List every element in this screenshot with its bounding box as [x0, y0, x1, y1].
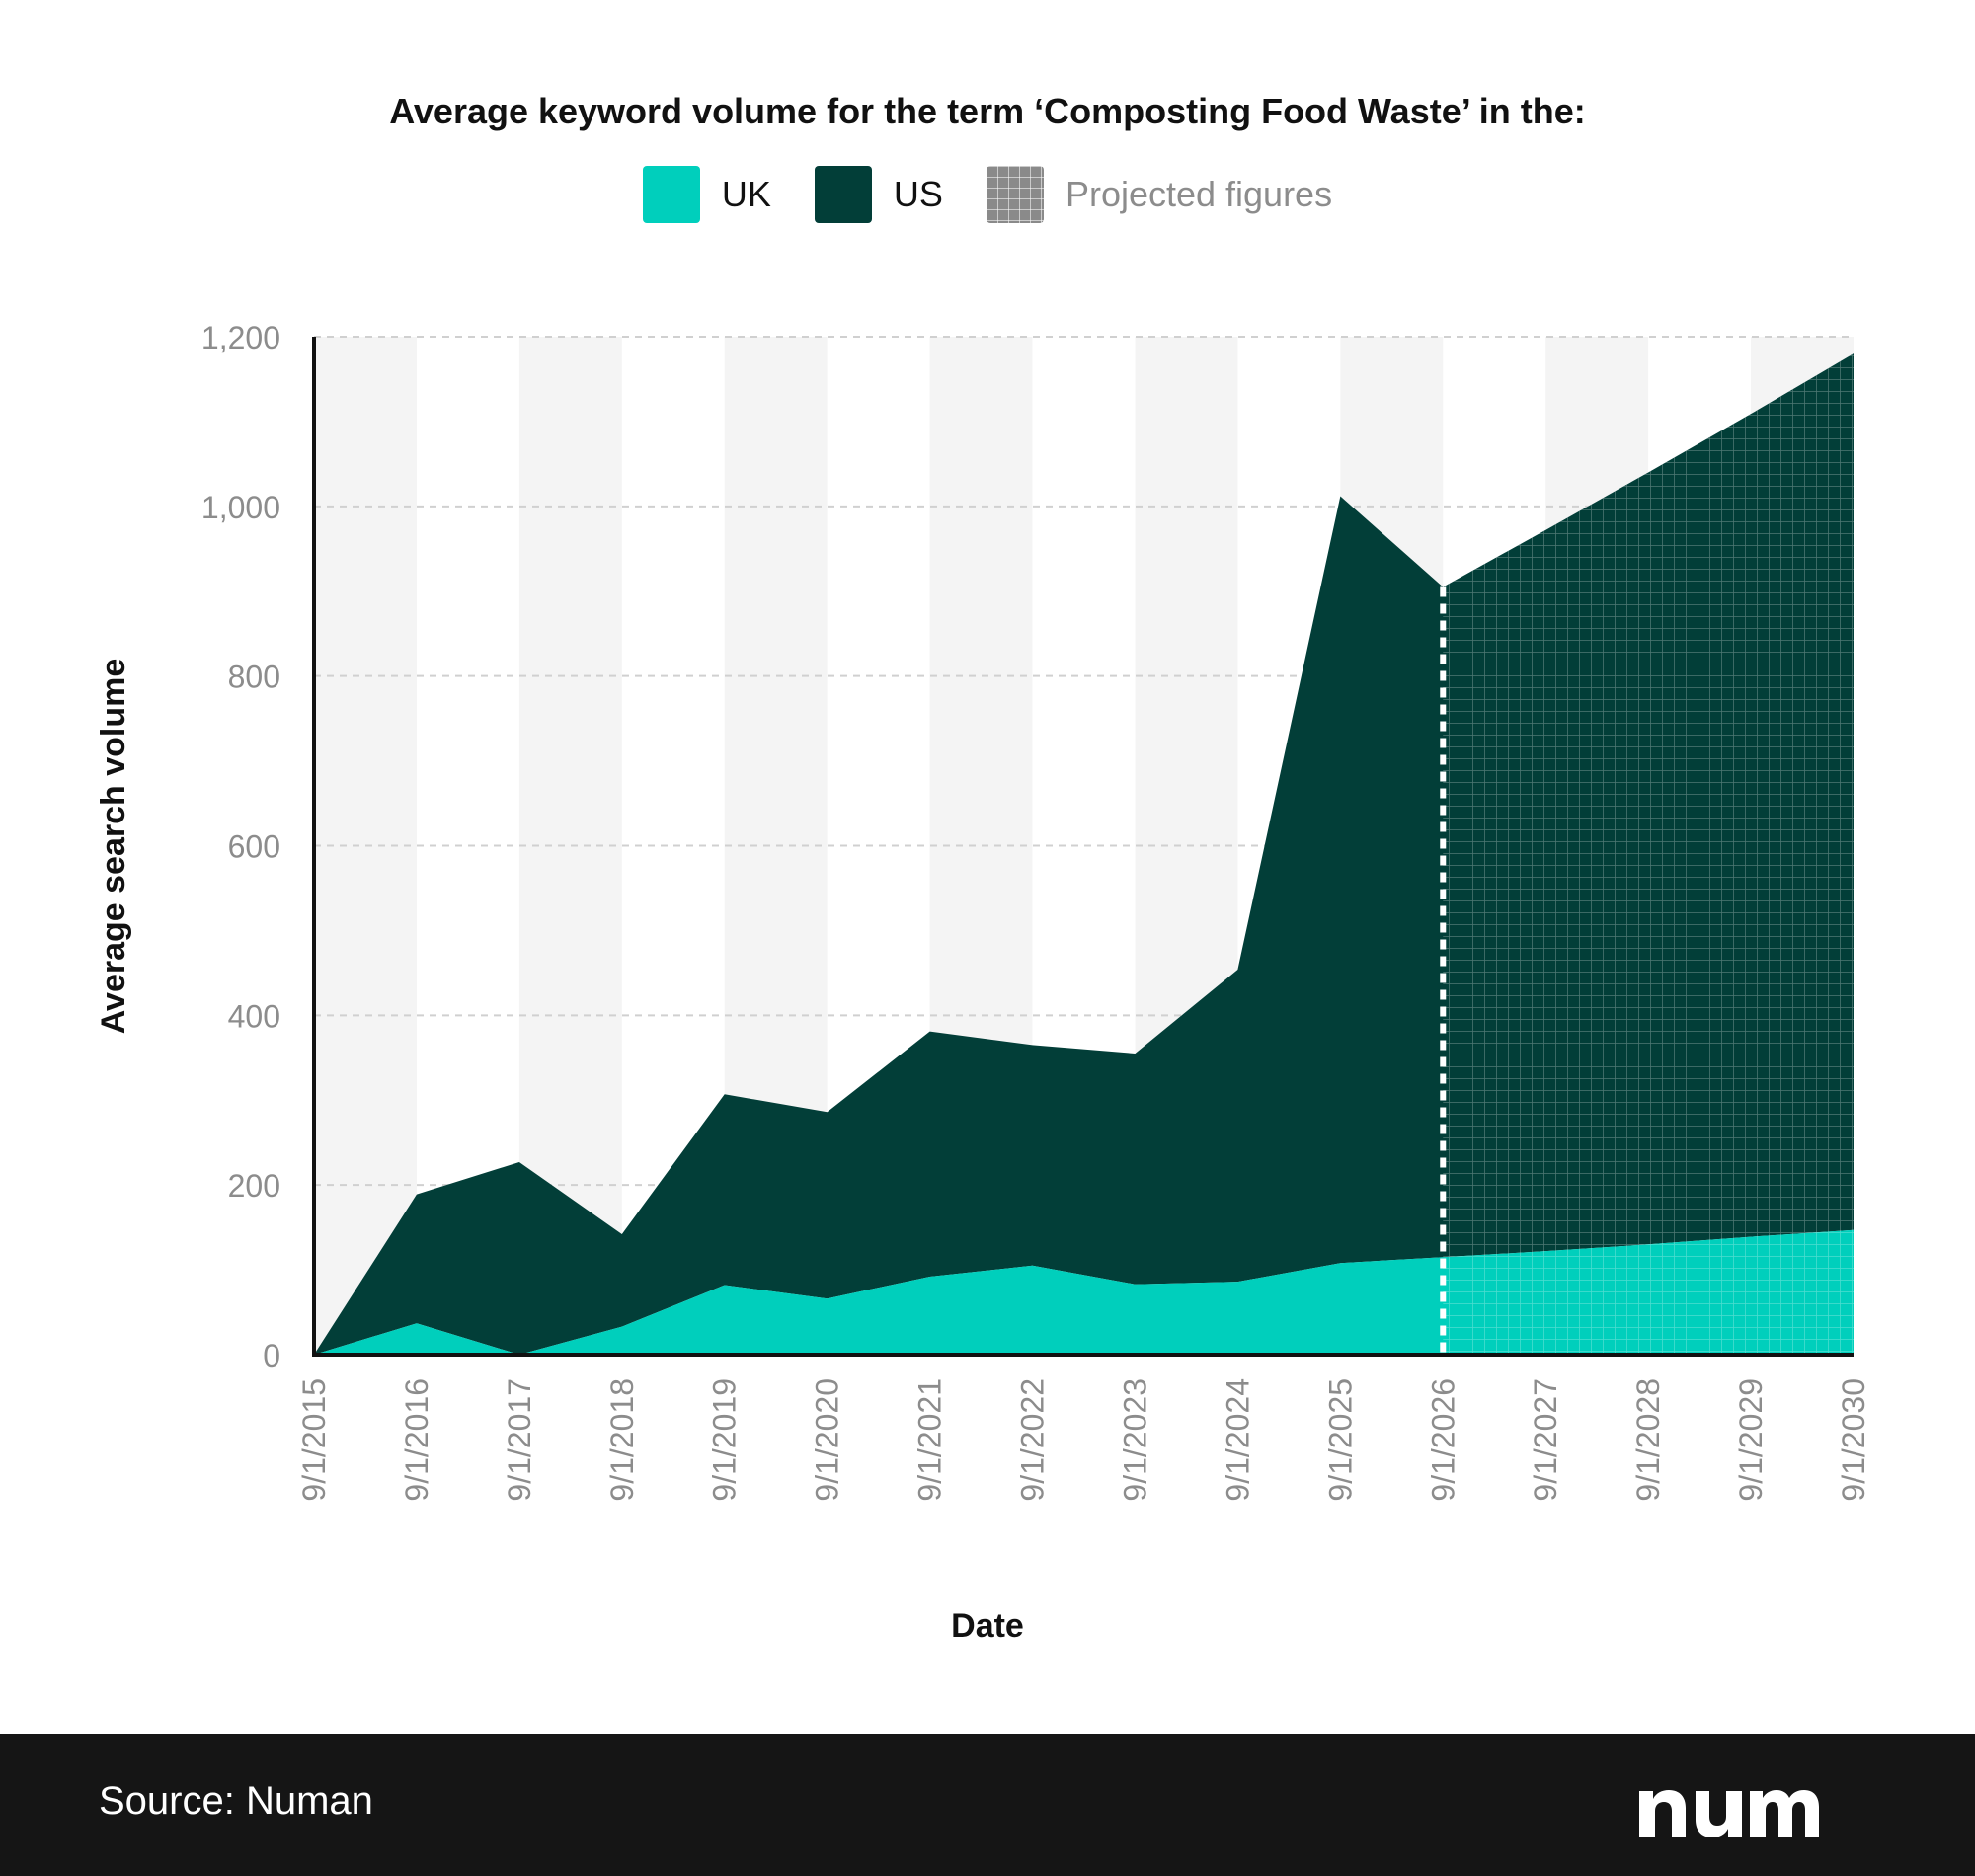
legend-label-us: US: [893, 174, 943, 214]
x-tick-label: 9/1/2025: [1322, 1378, 1358, 1502]
x-tick-label: 9/1/2030: [1836, 1378, 1871, 1502]
area-chart: 0 200 400 600 800 1,000 1,200 9/1/2015 9/1/2016…: [95, 320, 1871, 1645]
y-tick-label: 800: [228, 660, 280, 695]
x-tick-label: 9/1/2024: [1220, 1378, 1255, 1502]
x-tick-label: 9/1/2015: [296, 1378, 332, 1502]
x-tick-label: 9/1/2021: [912, 1378, 948, 1502]
legend-item-projected: Projected figures: [986, 166, 1333, 223]
legend-label-projected: Projected figures: [1065, 174, 1333, 214]
x-tick-label: 9/1/2020: [810, 1378, 845, 1502]
y-tick-label: 0: [263, 1338, 280, 1373]
y-tick-label: 1,200: [201, 320, 280, 355]
footer: Source: Numan: [0, 1734, 1975, 1876]
x-tick-label: 9/1/2023: [1117, 1378, 1152, 1502]
numan-logo-icon: [1639, 1790, 1819, 1837]
legend-label-uk: UK: [721, 174, 771, 214]
x-tick-label: 9/1/2029: [1733, 1378, 1769, 1502]
legend-item-uk: UK: [642, 166, 771, 223]
y-tick-label: 600: [228, 829, 280, 865]
x-tick-label: 9/1/2026: [1425, 1378, 1461, 1502]
x-tick-label: 9/1/2027: [1528, 1378, 1563, 1502]
chart-title: Average keyword volume for the term ‘Com…: [389, 91, 1586, 131]
x-tick-label: 9/1/2017: [502, 1378, 537, 1502]
legend-swatch-us: [814, 166, 872, 223]
legend-swatch-uk: [642, 166, 700, 223]
axes: [312, 337, 1854, 1357]
x-tick-label: 9/1/2019: [707, 1378, 743, 1502]
y-tick-label: 400: [228, 998, 280, 1034]
x-tick-label: 9/1/2028: [1630, 1378, 1666, 1502]
y-tick-label: 1,000: [201, 490, 280, 525]
x-tick-label: 9/1/2018: [604, 1378, 640, 1502]
projection-overlay: [1440, 353, 1854, 1355]
y-tick-labels: 0 200 400 600 800 1,000 1,200: [201, 320, 280, 1373]
legend-swatch-projected: [986, 166, 1044, 223]
x-tick-labels: 9/1/2015 9/1/2016 9/1/2017 9/1/2018 9/1/2019…: [296, 1378, 1871, 1502]
x-axis-label: Date: [951, 1607, 1024, 1645]
projection-grid: [1443, 353, 1854, 1355]
source-label: Source: Numan: [99, 1779, 373, 1823]
x-tick-label: 9/1/2022: [1015, 1378, 1051, 1502]
legend: UK US Projected figures: [0, 166, 1975, 223]
y-tick-label: 200: [228, 1168, 280, 1204]
y-axis-label: Average search volume: [95, 659, 132, 1035]
legend-item-us: US: [814, 166, 943, 223]
x-tick-label: 9/1/2016: [399, 1378, 434, 1502]
